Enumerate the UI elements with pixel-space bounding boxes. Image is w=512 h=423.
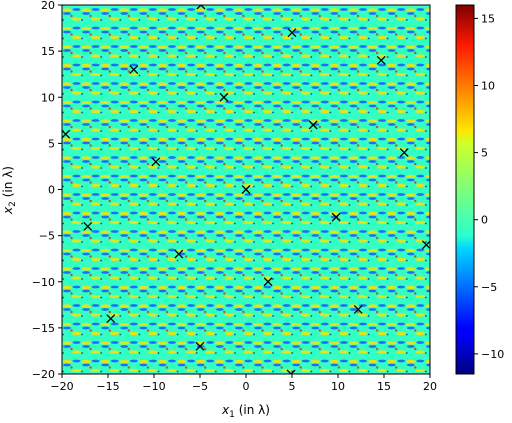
x-marker	[399, 148, 409, 158]
x-marker	[129, 65, 139, 75]
x-tick-label: −10	[142, 380, 165, 393]
x-tick-label: 0	[243, 380, 250, 393]
x-marker	[195, 341, 205, 351]
x-tick-label: 20	[423, 380, 437, 393]
marker-layer	[62, 5, 430, 374]
colorbar-ticks: −10 −5 0 5 10 15	[474, 12, 504, 361]
y-tick-label: 0	[48, 184, 55, 197]
x-tick-label: 15	[377, 380, 391, 393]
x-marker	[308, 120, 318, 130]
y-tick-label: 5	[48, 137, 55, 150]
y-axis-label: x2 (in λ)	[1, 166, 18, 215]
y-axis: −20 −15 −10 −5 0 5 10 15 20	[32, 0, 62, 381]
x-marker	[331, 212, 341, 222]
colorbar-gradient	[455, 4, 475, 375]
x-marker	[263, 277, 273, 287]
colorbar-tick-label: 10	[481, 80, 495, 93]
colorbar: −10 −5 0 5 10 15	[455, 4, 504, 375]
x-marker	[219, 92, 229, 102]
y-tick-label: −10	[32, 276, 55, 289]
x-marker	[83, 221, 93, 231]
x-marker	[287, 28, 297, 38]
x-marker	[241, 185, 251, 194]
y-tick-label: −15	[32, 322, 55, 335]
x-marker	[106, 314, 116, 324]
x-marker	[62, 129, 71, 139]
x-marker	[376, 55, 386, 65]
x-axis-label: x1 (in λ)	[221, 403, 270, 418]
x-tick-label: −5	[192, 380, 208, 393]
y-tick-label: 15	[41, 45, 55, 58]
y-tick-label: −20	[32, 368, 55, 381]
x-tick-label: −20	[50, 380, 73, 393]
x-axis: −20 −15 −10 −5 0 5 10 15 20	[50, 374, 437, 393]
y-tick-label: 10	[41, 91, 55, 104]
x-marker	[286, 369, 296, 374]
x-tick-label: 10	[331, 380, 345, 393]
x-marker	[421, 240, 430, 250]
colorbar-tick-label: 15	[481, 12, 495, 25]
y-tick-label: −5	[39, 230, 55, 243]
plot-area	[61, 4, 431, 375]
x-marker	[174, 249, 184, 259]
x-tick-label: 5	[289, 380, 296, 393]
colorbar-tick-label: 0	[481, 214, 488, 227]
x-marker	[353, 304, 363, 314]
colorbar-tick-label: −10	[481, 348, 504, 361]
y-tick-label: 20	[41, 0, 55, 12]
colorbar-tick-label: 5	[481, 147, 488, 160]
x-tick-label: −15	[96, 380, 119, 393]
colorbar-tick-label: −5	[481, 281, 497, 294]
x-marker	[196, 5, 206, 10]
x-marker	[151, 157, 161, 167]
